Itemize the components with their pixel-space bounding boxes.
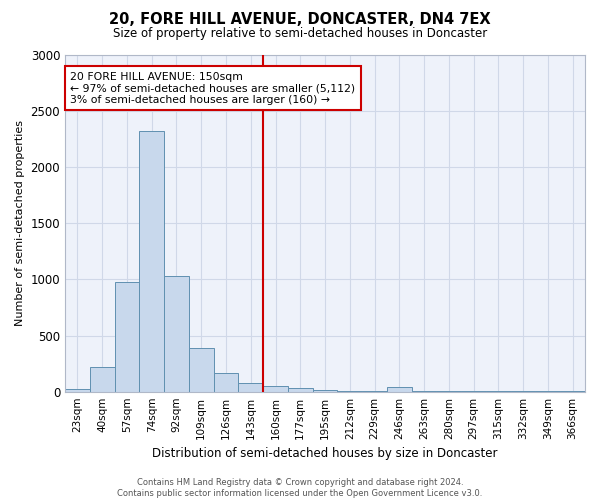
Bar [164,276,189,392]
Bar [486,391,511,392]
Bar [362,391,387,392]
Text: Size of property relative to semi-detached houses in Doncaster: Size of property relative to semi-detach… [113,28,487,40]
Bar [535,391,560,392]
X-axis label: Distribution of semi-detached houses by size in Doncaster: Distribution of semi-detached houses by … [152,447,498,460]
Text: 20 FORE HILL AVENUE: 150sqm
← 97% of semi-detached houses are smaller (5,112)
3%: 20 FORE HILL AVENUE: 150sqm ← 97% of sem… [70,72,355,105]
Bar [115,282,139,392]
Bar [313,390,337,392]
Bar [139,132,164,392]
Text: 20, FORE HILL AVENUE, DONCASTER, DN4 7EX: 20, FORE HILL AVENUE, DONCASTER, DN4 7EX [109,12,491,28]
Bar [412,391,436,392]
Bar [560,391,585,392]
Bar [214,373,238,392]
Bar [238,382,263,392]
Bar [263,386,288,392]
Bar [461,391,486,392]
Text: Contains HM Land Registry data © Crown copyright and database right 2024.
Contai: Contains HM Land Registry data © Crown c… [118,478,482,498]
Bar [65,390,90,392]
Bar [189,348,214,392]
Y-axis label: Number of semi-detached properties: Number of semi-detached properties [15,120,25,326]
Bar [337,390,362,392]
Bar [436,391,461,392]
Bar [288,388,313,392]
Bar [90,367,115,392]
Bar [511,391,535,392]
Bar [387,387,412,392]
